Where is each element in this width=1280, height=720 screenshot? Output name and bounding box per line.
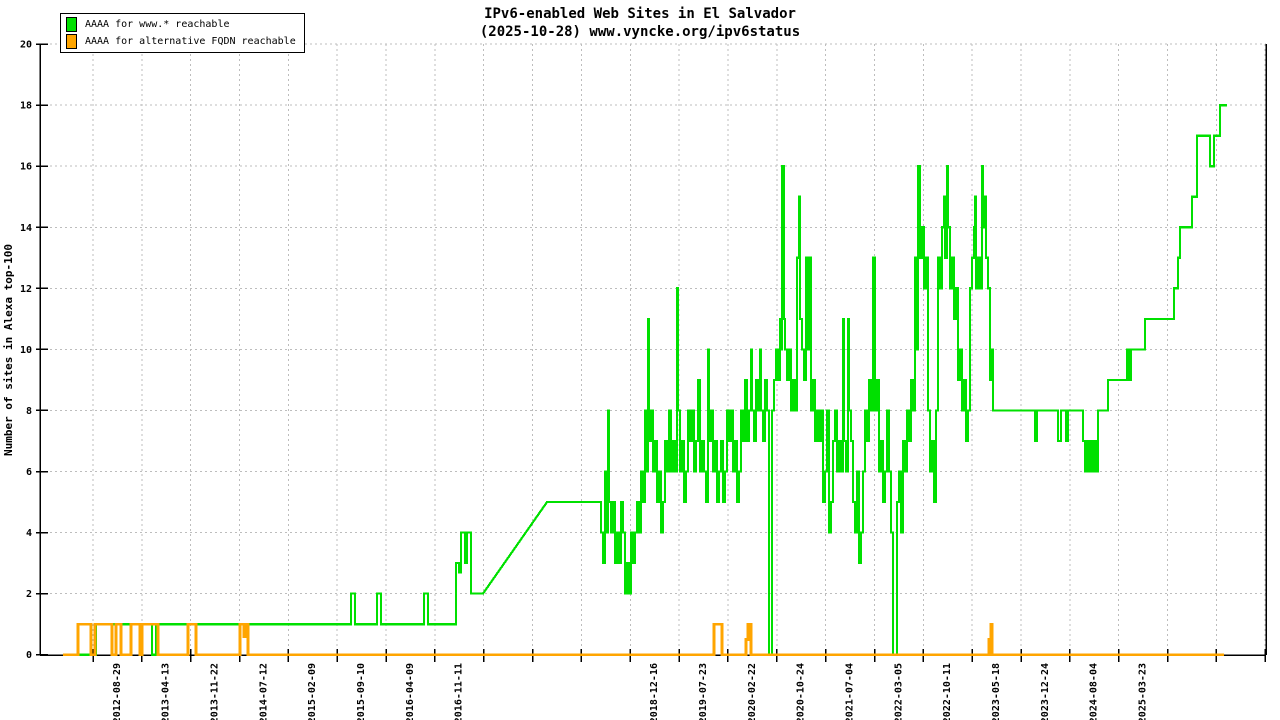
svg-text:2025-03-23: 2025-03-23: [1138, 663, 1149, 720]
svg-text:2013-11-22: 2013-11-22: [210, 663, 221, 720]
svg-text:2012-08-29: 2012-08-29: [112, 663, 123, 720]
legend: AAAA for www.* reachable AAAA for altern…: [60, 13, 305, 53]
svg-text:10: 10: [20, 345, 32, 356]
svg-text:2016-04-09: 2016-04-09: [405, 663, 416, 720]
svg-text:2015-09-10: 2015-09-10: [356, 663, 367, 720]
legend-label-www: AAAA for www.* reachable: [85, 19, 230, 30]
svg-text:2014-07-12: 2014-07-12: [258, 663, 269, 720]
svg-text:2: 2: [26, 589, 32, 600]
svg-text:2020-02-22: 2020-02-22: [747, 663, 758, 720]
svg-text:2015-02-09: 2015-02-09: [307, 663, 318, 720]
legend-swatch-0: [66, 17, 77, 32]
svg-text:2016-11-11: 2016-11-11: [454, 663, 465, 720]
svg-text:14: 14: [20, 223, 32, 234]
svg-text:6: 6: [26, 467, 32, 478]
legend-row-www: AAAA for www.* reachable: [66, 16, 296, 33]
chart-title: IPv6-enabled Web Sites in El Salvador (2…: [0, 5, 1280, 41]
svg-text:2019-07-23: 2019-07-23: [698, 663, 709, 720]
svg-text:16: 16: [20, 162, 32, 173]
svg-text:2021-07-04: 2021-07-04: [845, 663, 856, 720]
svg-text:2024-08-04: 2024-08-04: [1089, 663, 1100, 720]
chart-title-line2: (2025-10-28) www.vyncke.org/ipv6status: [479, 24, 801, 40]
svg-text:2023-12-24: 2023-12-24: [1040, 663, 1051, 720]
legend-swatch-1: [66, 34, 77, 49]
svg-text:2022-03-05: 2022-03-05: [893, 663, 904, 720]
svg-text:12: 12: [20, 284, 32, 295]
svg-text:2013-04-13: 2013-04-13: [161, 663, 172, 720]
svg-text:2018-12-16: 2018-12-16: [649, 663, 660, 720]
svg-text:0: 0: [26, 650, 32, 661]
chart-title-line1: IPv6-enabled Web Sites in El Salvador: [484, 6, 796, 22]
svg-text:18: 18: [20, 101, 32, 112]
svg-text:Number of sites in Alexa top-1: Number of sites in Alexa top-100: [2, 244, 15, 456]
svg-text:2023-05-18: 2023-05-18: [991, 663, 1002, 720]
svg-text:2022-10-11: 2022-10-11: [942, 663, 953, 720]
legend-label-fqdn: AAAA for alternative FQDN reachable: [85, 36, 296, 47]
svg-text:20: 20: [20, 40, 32, 51]
svg-text:4: 4: [26, 528, 32, 539]
svg-text:2020-10-24: 2020-10-24: [796, 663, 807, 720]
svg-text:8: 8: [26, 406, 32, 417]
legend-row-fqdn: AAAA for alternative FQDN reachable: [66, 33, 296, 50]
